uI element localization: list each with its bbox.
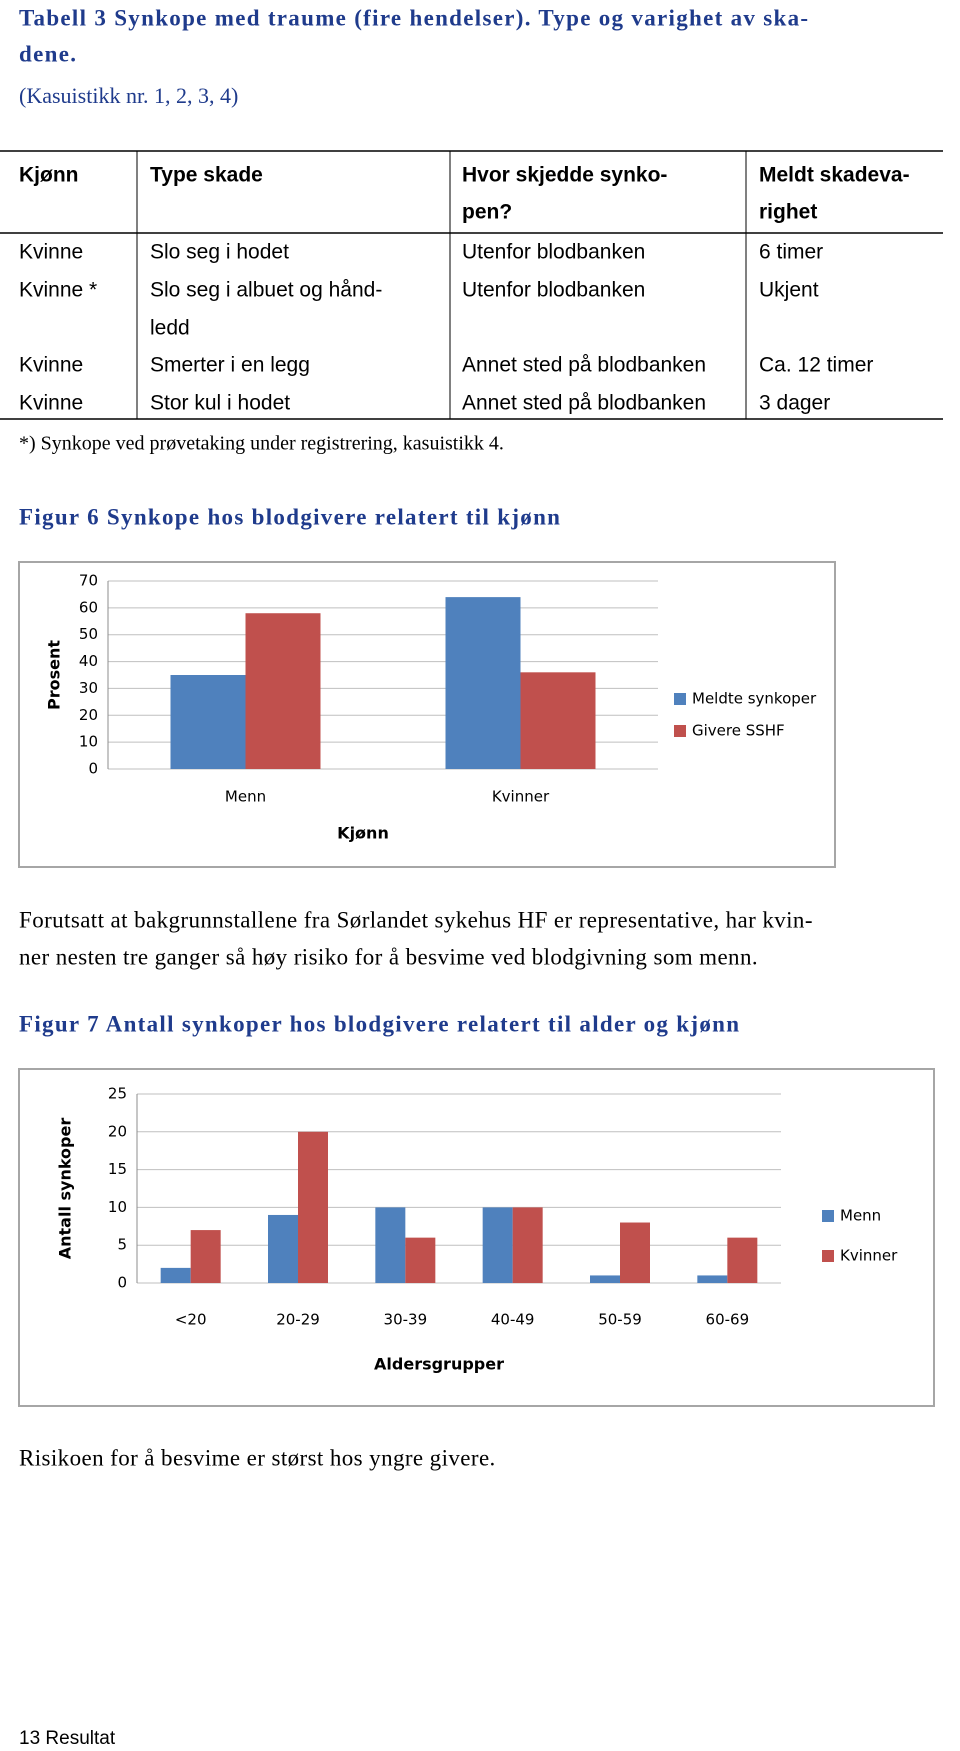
table-cell: Utenfor blodbanken bbox=[462, 279, 645, 302]
bar bbox=[727, 1237, 758, 1283]
table-cell: Kvinne bbox=[19, 392, 83, 415]
table-cell: ledd bbox=[150, 317, 190, 340]
x-tick-label: <20 bbox=[175, 1311, 207, 1329]
bar bbox=[268, 1214, 298, 1283]
y-tick-label: 10 bbox=[108, 1198, 127, 1216]
legend-swatch bbox=[674, 693, 686, 705]
bar bbox=[697, 1275, 728, 1283]
bar bbox=[482, 1207, 513, 1283]
x-axis-label: Kjønn bbox=[337, 824, 389, 843]
y-tick-label: 5 bbox=[117, 1236, 127, 1254]
bar bbox=[405, 1237, 436, 1283]
x-tick-label: 60-69 bbox=[706, 1311, 750, 1329]
y-axis-label: Antall synkoper bbox=[56, 1118, 75, 1260]
table-cell: 6 timer bbox=[759, 241, 823, 264]
bar bbox=[190, 1230, 221, 1283]
x-tick-label: 20-29 bbox=[276, 1311, 320, 1329]
table-note: *) Synkope ved prøvetaking under registr… bbox=[19, 433, 504, 455]
x-tick-label: Kvinner bbox=[492, 788, 550, 806]
x-tick-label: 30-39 bbox=[384, 1311, 428, 1329]
bar bbox=[245, 613, 321, 769]
table-header-cell: righet bbox=[759, 201, 817, 224]
y-tick-label: 0 bbox=[88, 760, 98, 778]
legend-label: Meldte synkoper bbox=[692, 690, 817, 708]
bar bbox=[170, 675, 246, 769]
y-tick-label: 70 bbox=[79, 572, 98, 590]
table-header-cell: Type skade bbox=[150, 164, 263, 187]
bar bbox=[160, 1267, 191, 1283]
table-cell: Stor kul i hodet bbox=[150, 392, 290, 415]
legend-label: Kvinner bbox=[840, 1247, 898, 1265]
table-cell: Annet sted på blodbanken bbox=[462, 354, 706, 377]
table-cell: Slo seg i hodet bbox=[150, 241, 289, 264]
bar bbox=[512, 1207, 543, 1283]
table-cell: 3 dager bbox=[759, 392, 830, 415]
chart-frame bbox=[18, 1068, 935, 1407]
x-tick-label: 40-49 bbox=[491, 1311, 535, 1329]
bar bbox=[375, 1207, 406, 1283]
table-cell: Smerter i en legg bbox=[150, 354, 310, 377]
x-axis-label: Aldersgrupper bbox=[374, 1355, 504, 1374]
footer: 13 Resultat bbox=[19, 1728, 116, 1749]
y-tick-label: 50 bbox=[79, 625, 98, 643]
y-tick-label: 60 bbox=[79, 598, 98, 616]
bar bbox=[298, 1131, 328, 1283]
table-title: Tabell 3 Synkope med traume (fire hendel… bbox=[19, 5, 809, 30]
legend-swatch bbox=[822, 1250, 834, 1262]
bar bbox=[520, 672, 596, 769]
figure-caption: Figur 6 Synkope hos blodgivere relatert … bbox=[19, 504, 561, 529]
table-cell: Ca. 12 timer bbox=[759, 354, 873, 377]
y-tick-label: 30 bbox=[79, 679, 98, 697]
table-header-cell: Meldt skadeva- bbox=[759, 164, 910, 187]
table-cell: Utenfor blodbanken bbox=[462, 241, 645, 264]
x-tick-label: Menn bbox=[225, 788, 266, 806]
bar bbox=[620, 1222, 650, 1283]
table-header-cell: Hvor skjedde synko- bbox=[462, 164, 667, 187]
y-tick-label: 20 bbox=[79, 706, 98, 724]
table-cell: Kvinne bbox=[19, 241, 83, 264]
legend-swatch bbox=[822, 1210, 834, 1222]
table-cell: Kvinne bbox=[19, 354, 83, 377]
x-tick-label: 50-59 bbox=[598, 1311, 642, 1329]
table-header-cell: pen? bbox=[462, 201, 512, 224]
table-title: dene. bbox=[19, 41, 77, 66]
y-tick-label: 10 bbox=[79, 733, 98, 751]
legend-label: Givere SSHF bbox=[692, 722, 785, 740]
table-cell: Annet sted på blodbanken bbox=[462, 392, 706, 415]
paragraph: Risikoen for å besvime er størst hos yng… bbox=[19, 1445, 496, 1470]
figure-caption: Figur 7 Antall synkoper hos blodgivere r… bbox=[19, 1011, 740, 1036]
paragraph: Forutsatt at bakgrunnstallene fra Sørlan… bbox=[19, 907, 813, 932]
y-tick-label: 15 bbox=[108, 1160, 127, 1178]
y-axis-label: Prosent bbox=[45, 640, 64, 710]
bar bbox=[590, 1275, 620, 1283]
subtitle: (Kasuistikk nr. 1, 2, 3, 4) bbox=[19, 83, 238, 108]
bar bbox=[445, 597, 521, 769]
table-cell: Ukjent bbox=[759, 279, 819, 302]
table-cell: Slo seg i albuet og hånd- bbox=[150, 279, 382, 302]
y-tick-label: 40 bbox=[79, 652, 98, 670]
table-header-cell: Kjønn bbox=[19, 164, 78, 187]
legend-label: Menn bbox=[840, 1207, 881, 1225]
y-tick-label: 0 bbox=[117, 1274, 127, 1292]
y-tick-label: 20 bbox=[108, 1122, 127, 1140]
legend-swatch bbox=[674, 725, 686, 737]
y-tick-label: 25 bbox=[108, 1085, 127, 1103]
paragraph: ner nesten tre ganger så høy risiko for … bbox=[19, 944, 758, 969]
chart-frame bbox=[18, 561, 836, 868]
table-cell: Kvinne * bbox=[19, 279, 97, 302]
